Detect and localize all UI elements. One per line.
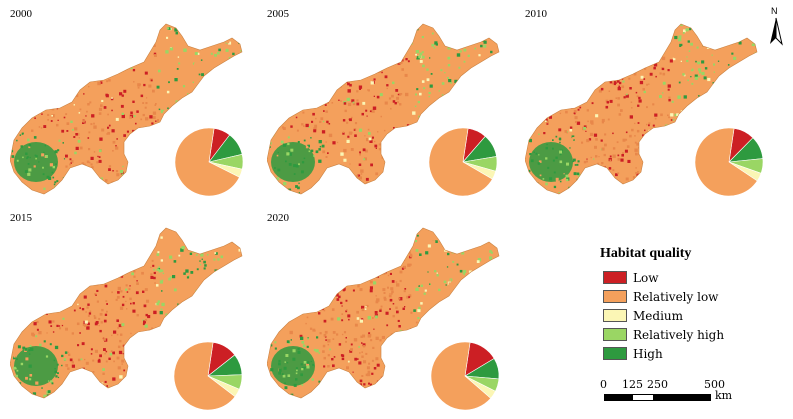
map-panel-2005: 2005	[267, 8, 527, 213]
legend-title: Habitat quality	[600, 246, 692, 261]
legend-swatch	[603, 290, 627, 303]
pie-slice	[694, 127, 758, 197]
pie-slice	[173, 341, 236, 411]
scale-tick-label: 250	[647, 378, 668, 391]
legend-item-high: High	[600, 344, 790, 363]
habitat-pie-chart	[430, 341, 500, 411]
scale-segment	[653, 394, 711, 401]
pie-slice	[428, 127, 493, 197]
legend-swatch	[603, 328, 627, 341]
legend-label: Relatively low	[633, 289, 719, 304]
habitat-map	[267, 227, 500, 399]
legend-item-medium: Medium	[600, 306, 790, 325]
legend-item-relatively-low: Relatively low	[600, 287, 790, 306]
scale-tick-label: 125	[622, 378, 643, 391]
panel-year-label: 2005	[267, 8, 289, 20]
legend-label: High	[633, 346, 663, 361]
panel-year-label: 2000	[10, 8, 32, 20]
scale-tick-label: 500	[704, 378, 725, 391]
habitat-pie-chart	[174, 127, 244, 197]
habitat-pie-chart	[173, 341, 243, 411]
panel-year-label: 2010	[525, 8, 547, 20]
map-panel-2015: 2015	[10, 212, 270, 417]
habitat-pie-chart	[694, 127, 764, 197]
legend-item-low: Low	[600, 268, 790, 287]
scale-bar: 0 125 250 500 km	[598, 378, 788, 412]
panel-year-label: 2015	[10, 212, 32, 224]
legend-swatch	[603, 309, 627, 322]
north-arrow: N	[767, 6, 785, 46]
habitat-map	[525, 23, 758, 195]
map-panel-2000: 2000	[10, 8, 270, 213]
habitat-map	[10, 23, 243, 195]
legend-swatch	[603, 271, 627, 284]
legend-swatch	[603, 347, 627, 360]
legend-item-relatively-high: Relatively high	[600, 325, 790, 344]
panel-year-label: 2020	[267, 212, 289, 224]
legend-label: Relatively high	[633, 327, 725, 342]
map-panel-2020: 2020	[267, 212, 527, 417]
north-arrow-icon	[770, 17, 783, 46]
pie-slice	[430, 341, 492, 411]
habitat-pie-chart	[428, 127, 498, 197]
north-label: N	[771, 6, 778, 16]
scale-segment	[604, 394, 633, 401]
scale-tick-label: 0	[600, 378, 607, 391]
legend-label: Low	[633, 270, 659, 285]
map-panel-2010: 2010	[525, 8, 785, 213]
scale-unit-label: km	[715, 389, 733, 402]
pie-slice	[174, 127, 240, 197]
legend-label: Medium	[633, 308, 684, 323]
scale-segment	[632, 394, 654, 401]
legend: Habitat quality Low Relatively low Mediu…	[600, 246, 790, 363]
